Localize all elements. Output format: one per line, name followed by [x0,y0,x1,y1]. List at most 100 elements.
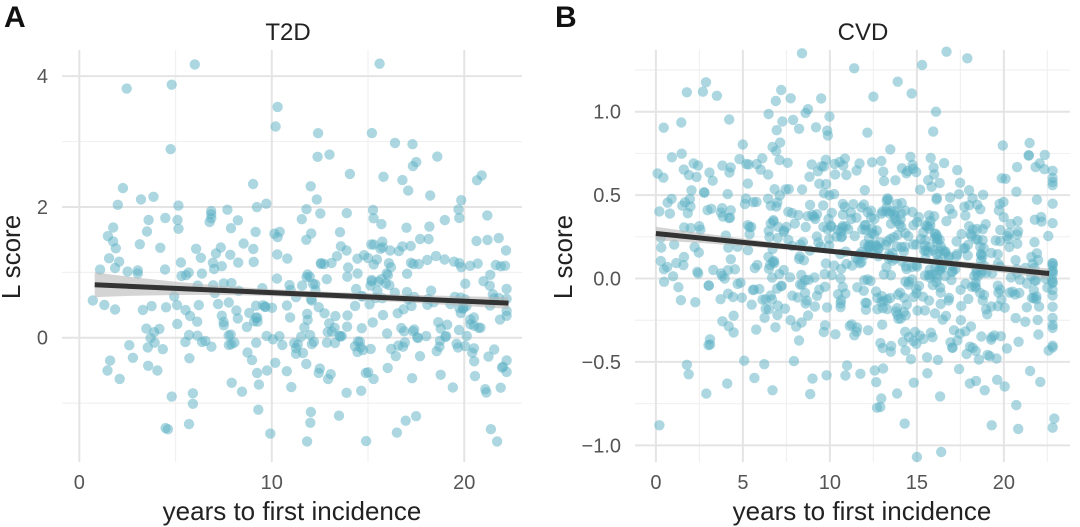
data-point [104,355,116,366]
data-point [401,268,413,279]
data-point [882,303,893,315]
data-point [994,236,1006,247]
data-point [807,373,818,384]
data-point [331,251,343,262]
data-point [204,216,215,228]
data-point [675,295,687,306]
data-point [908,377,919,388]
data-point [326,326,338,337]
data-point [970,375,982,387]
data-point [277,339,288,351]
data-point [856,202,867,213]
data-point [226,339,237,350]
data-point [871,377,882,388]
data-point [414,351,426,362]
data-point [736,292,747,303]
data-point [1012,229,1023,240]
data-point [686,185,697,196]
data-point [825,220,836,231]
data-point [485,424,497,435]
data-point [341,321,353,332]
data-point [788,355,800,367]
data-point [236,386,248,397]
data-point [367,317,378,328]
data-point [137,304,149,316]
data-point [908,239,919,250]
data-point [135,194,147,205]
data-point [684,193,696,205]
data-point [952,164,963,176]
data-point [1043,230,1054,242]
data-point [905,354,917,365]
data-point [171,299,183,311]
data-point [944,192,956,203]
data-point [1047,258,1058,269]
data-point [341,245,352,256]
data-point [890,206,901,217]
data-point [954,328,966,339]
data-point [802,104,814,115]
data-point [352,268,363,279]
data-point [468,320,480,331]
data-point [681,359,693,370]
data-point [913,211,924,223]
data-point [1012,238,1023,249]
data-point [406,373,418,384]
data-point [995,224,1006,236]
tick-labels: 0 10 20 0 2 4 [37,66,476,494]
data-point [196,268,208,279]
data-point [744,228,755,240]
data-point [183,267,194,278]
data-point [999,381,1010,392]
data-point [385,245,396,256]
data-point [336,330,347,342]
data-point [986,420,997,431]
data-point [166,391,177,402]
data-point [975,248,987,260]
y-tick-label: 0 [37,328,48,350]
data-point [143,214,154,226]
data-point [707,175,718,186]
data-point [321,274,332,285]
data-point [872,292,883,304]
data-point [222,204,233,215]
data-point [800,298,811,309]
data-point [921,352,933,363]
data-point [495,382,506,393]
data-point [658,122,669,133]
data-point [770,322,781,333]
data-point [469,356,480,367]
data-point [841,169,852,181]
data-point [165,144,176,155]
data-point [734,153,745,165]
data-point [453,204,464,215]
data-point [322,373,334,385]
data-point [939,270,951,282]
data-point [814,284,825,295]
data-point [811,209,823,220]
data-point [704,167,715,178]
data-point [114,373,125,385]
data-point [315,257,327,269]
data-point [160,212,171,224]
data-point [770,95,781,107]
data-point [723,321,734,332]
data-point [925,152,936,164]
data-point [824,111,835,122]
data-point [173,200,184,211]
data-point [737,139,748,150]
data-point [774,154,785,166]
data-point [932,237,943,248]
data-point [774,190,785,201]
data-point [654,420,665,431]
data-point [1034,158,1045,169]
data-point [819,320,831,331]
y-axis-title: L score [548,215,578,299]
data-point [308,336,320,347]
data-point [804,199,816,211]
data-point [913,280,925,292]
data-point [108,222,119,233]
data-point [423,233,434,245]
data-point [862,325,874,336]
